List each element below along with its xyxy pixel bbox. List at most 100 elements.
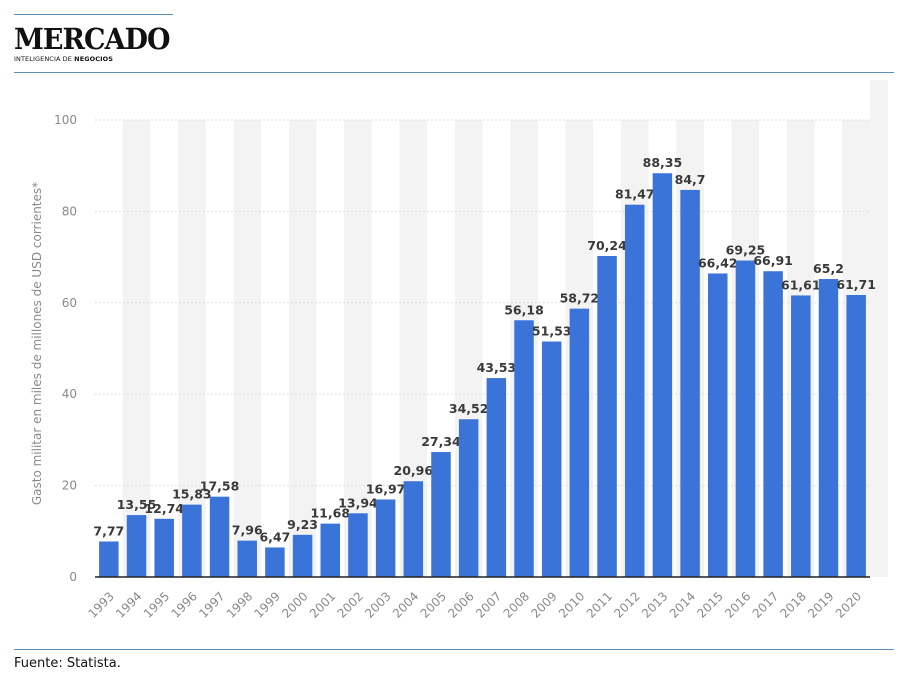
background-band — [178, 120, 206, 577]
y-tick-label: 80 — [62, 204, 77, 218]
x-tick-label: 1998 — [224, 589, 255, 620]
bar — [265, 547, 285, 577]
x-tick-label: 2001 — [307, 589, 338, 620]
x-tick-label: 2010 — [556, 589, 587, 620]
x-tick-label: 2019 — [805, 589, 836, 620]
x-tick-label: 1999 — [252, 589, 283, 620]
x-tick-label: 1997 — [196, 589, 227, 620]
bar — [846, 294, 866, 577]
x-tick-label: 1995 — [141, 589, 172, 620]
x-tick-label: 2012 — [611, 589, 642, 620]
y-tick-label: 40 — [62, 387, 77, 401]
background-band — [122, 120, 151, 577]
bar — [209, 496, 230, 577]
bar — [569, 308, 590, 577]
x-tick-label: 2002 — [335, 589, 366, 620]
bar — [154, 518, 174, 577]
data-label: 34,52 — [449, 401, 489, 416]
background-band — [233, 120, 262, 577]
x-tick-label: 2005 — [418, 589, 449, 620]
bar — [791, 295, 811, 577]
bar — [597, 256, 617, 577]
brand-tagline-bold: NEGOCIOS — [74, 55, 114, 63]
brand-logo: MERCADO INTELIGENCIA DE NEGOCIOS — [14, 22, 181, 64]
y-tick-label: 60 — [62, 296, 77, 310]
data-label: 7,77 — [93, 523, 124, 538]
bar — [431, 452, 451, 577]
data-label: 13,55 — [117, 497, 157, 512]
data-label: 56,18 — [504, 302, 544, 317]
data-label: 9,23 — [287, 517, 318, 532]
y-tick-label: 100 — [54, 113, 77, 127]
x-tick-label: 2004 — [390, 589, 421, 620]
x-tick-label: 2013 — [639, 589, 670, 620]
bar — [652, 173, 673, 578]
data-label: 84,7 — [675, 172, 706, 187]
bar — [514, 320, 534, 577]
data-label: 17,58 — [200, 479, 240, 494]
data-label: 13,94 — [338, 495, 378, 510]
x-tick-label: 2020 — [833, 589, 864, 620]
top-accent-rule — [14, 14, 173, 15]
x-tick-label: 2009 — [528, 589, 559, 620]
footer-divider — [14, 649, 894, 650]
bar — [375, 499, 396, 577]
bar — [486, 378, 507, 577]
bar — [541, 341, 562, 577]
bar — [320, 523, 341, 577]
y-axis-title: Gasto militar en miles de millones de US… — [30, 182, 44, 505]
chart-edge-shade — [870, 80, 888, 577]
brand-tagline: INTELIGENCIA DE NEGOCIOS — [14, 55, 181, 63]
x-tick-label: 2008 — [501, 589, 532, 620]
background-band — [288, 120, 317, 577]
x-tick-label: 2017 — [750, 589, 781, 620]
background-band — [344, 120, 372, 577]
bar — [458, 419, 479, 577]
x-tick-label: 2007 — [473, 589, 504, 620]
y-tick-label: 0 — [69, 570, 77, 584]
data-label: 11,68 — [310, 506, 350, 521]
bar — [708, 273, 728, 577]
x-tick-label: 1994 — [113, 589, 144, 620]
bar — [735, 260, 756, 577]
x-tick-label: 2014 — [667, 589, 698, 620]
bar — [818, 279, 839, 577]
data-label: 16,97 — [366, 481, 406, 496]
data-label: 66,91 — [753, 253, 793, 268]
bar — [182, 504, 202, 577]
source-note: Fuente: Statista. — [14, 656, 121, 671]
bar-chart: 0 20 40 60 80 100 7,77 1993 13,55 1994 12,74 1995 15… — [30, 80, 888, 621]
data-label: 15,83 — [172, 487, 212, 502]
x-tick-label: 2018 — [777, 589, 808, 620]
x-tick-label: 2015 — [694, 589, 725, 620]
x-tick-label: 2011 — [584, 589, 615, 620]
bar — [348, 513, 368, 577]
x-tick-label: 2006 — [445, 589, 476, 620]
data-label: 51,53 — [532, 324, 572, 339]
x-tick-label: 1996 — [168, 589, 199, 620]
data-label: 88,35 — [643, 155, 683, 170]
data-label: 12,74 — [144, 501, 184, 516]
bar — [763, 271, 783, 577]
data-label: 7,96 — [232, 523, 263, 538]
bar — [126, 515, 147, 577]
brand-tagline-prefix: INTELIGENCIA DE — [14, 55, 72, 63]
data-label: 43,53 — [477, 360, 517, 375]
brand-name: MERCADO — [14, 22, 171, 56]
data-label: 70,24 — [587, 238, 627, 253]
bar — [680, 189, 700, 577]
data-label: 65,2 — [813, 261, 844, 276]
data-label: 58,72 — [560, 291, 600, 306]
bar — [99, 541, 119, 577]
x-tick-label: 1993 — [85, 589, 116, 620]
bar — [403, 481, 424, 577]
bar — [624, 204, 645, 577]
x-tick-label: 2000 — [279, 589, 310, 620]
y-tick-label: 20 — [62, 479, 77, 493]
bar — [292, 534, 313, 577]
bar — [237, 540, 257, 577]
data-label: 69,25 — [726, 243, 766, 258]
data-label: 81,47 — [615, 187, 655, 202]
x-tick-label: 2003 — [362, 589, 393, 620]
data-label: 6,47 — [259, 529, 290, 544]
